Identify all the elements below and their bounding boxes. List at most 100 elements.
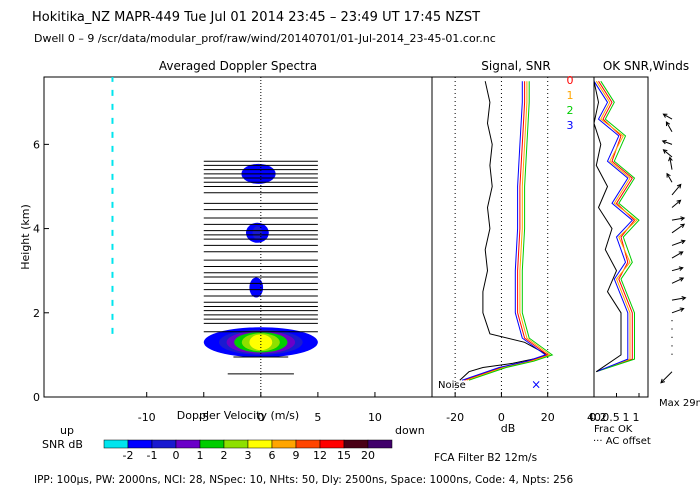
colorbar-swatch <box>175 439 201 449</box>
snr-beam-1-line <box>466 81 552 381</box>
wind-arrowhead <box>679 277 685 282</box>
colorbar-tick-label: -2 <box>123 449 134 462</box>
beam-legend-0: 0 <box>567 74 574 87</box>
colorbar-tick-label: 6 <box>269 449 276 462</box>
noise-marker: × <box>531 377 541 391</box>
wind-vector-18 <box>663 149 673 158</box>
colorbar-swatch <box>199 439 225 449</box>
db-label: dB <box>501 422 516 435</box>
snr-title: Signal, SNR <box>481 59 550 73</box>
colorbar-tick-label: 12 <box>313 449 327 462</box>
wind-arrowhead <box>660 378 666 384</box>
frac-ok-3-line <box>593 80 634 373</box>
snr-x-tick-label: 0 <box>498 411 505 424</box>
beam-legend-1: 1 <box>567 89 574 102</box>
colorbar-swatch <box>247 439 273 449</box>
wind-arrowhead <box>662 149 668 154</box>
colorbar-tick-label: -1 <box>147 449 158 462</box>
wind-vector-19 <box>662 140 673 145</box>
y-axis-title: Height (km) <box>19 204 32 270</box>
x-tick-label: 5 <box>314 411 321 424</box>
beam-legend-3: 3 <box>567 119 574 132</box>
colorbar-swatch <box>319 439 345 449</box>
x-tick-label: -10 <box>138 411 156 424</box>
wind-arrowhead <box>666 172 671 178</box>
max-wind-label: Max 29m/s <box>659 398 700 409</box>
snr-x-tick-label: 20 <box>541 411 555 424</box>
x-axis-title: Doppler Velocity (m/s) <box>177 409 299 422</box>
wind-vector-15 <box>671 184 682 196</box>
snr-beam-0-line <box>464 81 549 381</box>
y-tick-label: 4 <box>33 223 40 236</box>
ok-x-tick-label: 1 <box>623 411 630 424</box>
colorbar-tick-label: 3 <box>245 449 252 462</box>
wind-vector-8 <box>671 277 684 284</box>
spectra-plot: -10 -5 0 5 10 0 2 4 6 <box>33 77 382 424</box>
ok-x-tick-label: 0.2 <box>589 411 607 424</box>
colorbar-tick-label: 15 <box>337 449 351 462</box>
wind-arrowhead <box>661 139 667 145</box>
ok-x-tick-label: 0.5 <box>602 411 620 424</box>
frac-ok-1-line <box>595 80 638 373</box>
wind-vector-9 <box>671 267 683 272</box>
wind-arrowhead <box>665 121 671 127</box>
colorbar-swatch <box>343 439 369 449</box>
radar-parameters: IPP: 100μs, PW: 2000ns, NCI: 28, NSpec: … <box>34 474 574 486</box>
wind-vector-11 <box>671 240 686 246</box>
down-label: down <box>395 424 425 437</box>
signal-line <box>459 81 549 381</box>
snr-x-tick-label: -20 <box>446 411 464 424</box>
x-tick-label: -5 <box>198 411 209 424</box>
y-tick-label: 6 <box>33 138 40 151</box>
okfrac-frame <box>593 76 649 398</box>
snr-colorbar: -2 -1 0 1 2 3 6 9 12 15 20 <box>103 439 393 462</box>
wind-vector-13 <box>671 217 685 221</box>
colorbar-tick-label: 9 <box>293 449 300 462</box>
wind-plot <box>660 113 687 384</box>
wind-arrowhead <box>679 307 685 312</box>
echo-blob-1-level-2 <box>252 226 263 240</box>
ok-x-tick-label: 1 <box>633 411 640 424</box>
echo-blob-3-level-0 <box>249 277 264 298</box>
snr-plot: -20 0 20 40× <box>446 77 601 424</box>
colorbar-swatch <box>127 439 153 449</box>
wind-arrowhead <box>678 266 684 271</box>
echo-blob-0-level-6 <box>249 334 273 351</box>
beam-legend-2: 2 <box>567 104 574 117</box>
colorbar-tick-label: 2 <box>221 449 228 462</box>
snr-beam-3-line <box>461 81 547 381</box>
colorbar-tick-label: 1 <box>197 449 204 462</box>
wind-vector-21 <box>663 113 673 120</box>
colorbar-swatch <box>103 439 129 449</box>
dwell-info: Dwell 0 – 9 /scr/data/modular_prof/raw/w… <box>34 32 496 45</box>
wind-vector-16 <box>666 173 673 183</box>
colorbar-tick-label: 20 <box>361 449 375 462</box>
noise-label: Noise <box>438 380 466 391</box>
wind-vector-7 <box>671 297 686 301</box>
frac-ok-label: Frac OK <box>594 424 633 435</box>
page-title: Hokitika_NZ MAPR-449 Tue Jul 01 2014 23:… <box>32 10 481 25</box>
wind-vector-17 <box>669 157 673 170</box>
colorbar-swatch <box>271 439 297 449</box>
y-tick-label: 2 <box>33 307 40 320</box>
y-tick-label: 0 <box>33 391 40 404</box>
colorbar-swatch <box>223 439 249 449</box>
wind-arrowhead <box>676 183 682 189</box>
wind-arrowhead <box>676 199 682 205</box>
colorbar-tick-label: 0 <box>173 449 180 462</box>
wind-vector-6 <box>671 308 684 314</box>
wind-arrowhead <box>680 239 686 245</box>
wind-arrowhead <box>680 216 686 221</box>
wind-arrowhead <box>668 156 673 162</box>
wind-vector-10 <box>671 251 684 259</box>
wind-arrowhead <box>681 296 687 301</box>
wind-vector-14 <box>671 199 681 208</box>
ac-offset-label: ··· AC offset <box>593 436 651 447</box>
wind-arrowhead <box>678 251 684 256</box>
colorbar-label: SNR dB <box>42 438 83 451</box>
x-tick-label: 0 <box>257 411 264 424</box>
colorbar-swatch <box>367 439 393 449</box>
spectra-title: Averaged Doppler Spectra <box>159 59 317 73</box>
wind-arrowhead <box>662 113 668 118</box>
